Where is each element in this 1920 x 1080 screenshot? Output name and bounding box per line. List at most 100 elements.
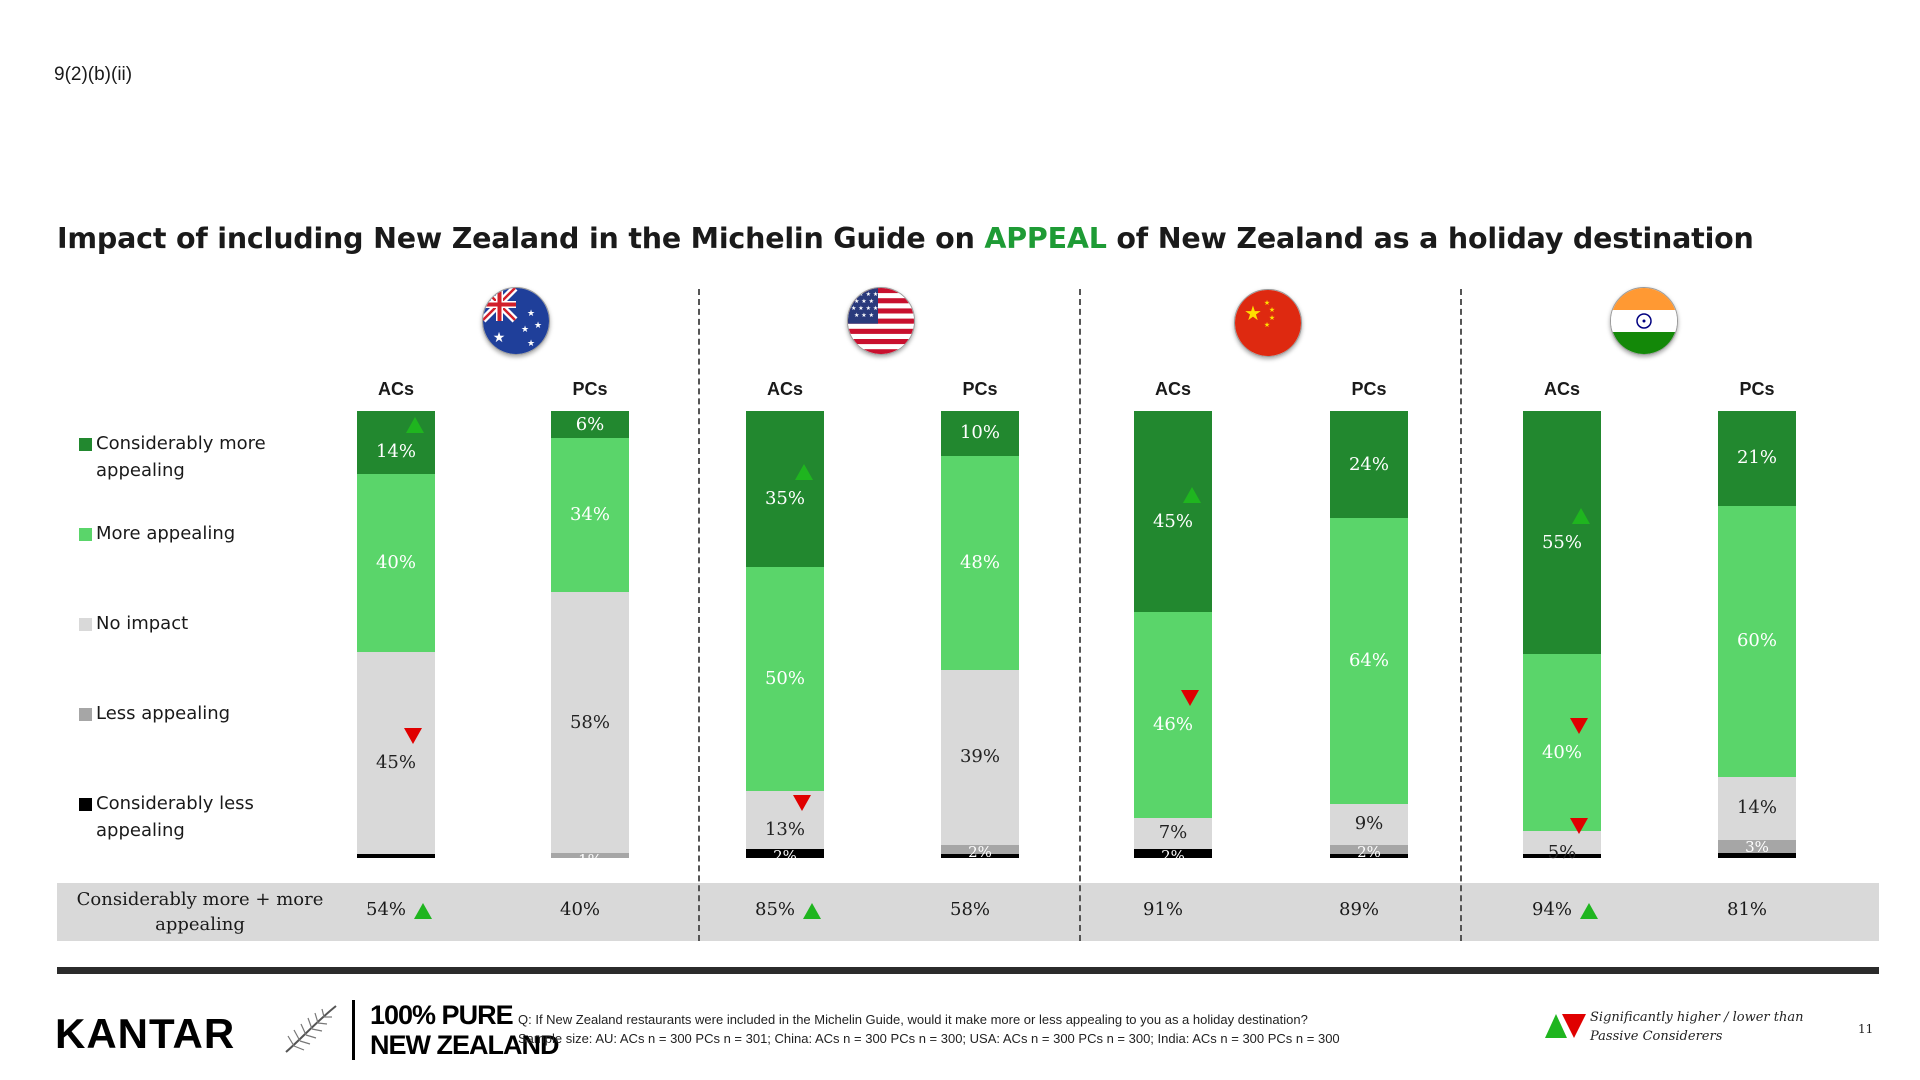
bar-label-usa-acs: ACs bbox=[766, 379, 803, 399]
bar-segment-china-acs-no-impact bbox=[1134, 817, 1212, 850]
svg-text:★: ★ bbox=[1264, 321, 1270, 329]
title-part-1: Impact of including New Zealand in the M… bbox=[57, 222, 985, 255]
legend-label-line: appealing bbox=[96, 460, 185, 481]
bar-segment-australia-pcs-more bbox=[551, 438, 629, 592]
bar-segment-usa-acs-no-impact bbox=[746, 790, 824, 850]
bar-label-australia-pcs: PCs bbox=[572, 379, 608, 399]
data-label-australia-pcs-more: 34% bbox=[569, 503, 610, 525]
sig-down-arrow-icon bbox=[793, 795, 811, 811]
svg-text:★: ★ bbox=[527, 339, 535, 349]
pure-nz-line-2: NEW ZEALAND bbox=[370, 1030, 559, 1060]
sig-down-arrow-icon bbox=[404, 727, 422, 744]
bar-segment-china-pcs-more bbox=[1330, 518, 1408, 805]
data-label-india-pcs-no-impact: 14% bbox=[1736, 797, 1777, 819]
legend-label-line: Considerably less bbox=[96, 793, 254, 814]
title-part-2: of New Zealand as a holiday destination bbox=[1106, 222, 1754, 255]
sig-up-arrow-icon bbox=[406, 417, 424, 434]
footer-rule bbox=[57, 967, 1879, 974]
data-label-india-acs-more: 40% bbox=[1541, 741, 1582, 763]
svg-text:★ ★ ★: ★ ★ ★ bbox=[854, 312, 874, 319]
bar-label-india-acs: ACs bbox=[1543, 379, 1580, 399]
summary-total-usa-pcs: 58% bbox=[950, 899, 991, 920]
sig-up-arrow-icon bbox=[1183, 486, 1201, 503]
summary-total-australia-acs: 54% bbox=[366, 899, 407, 920]
data-label-australia-acs-considerably-more: 14% bbox=[375, 441, 416, 463]
significance-note-line-2: Passive Considerers bbox=[1590, 1029, 1723, 1044]
legend-label-line: Less appealing bbox=[96, 703, 231, 724]
sig-down-arrow-icon bbox=[1570, 717, 1588, 734]
svg-text:★: ★ bbox=[1264, 299, 1270, 307]
summary-total-india-acs: 94% bbox=[1532, 899, 1573, 920]
data-label-usa-pcs-considerably-more: 10% bbox=[959, 422, 1000, 444]
bar-label-india-pcs: PCs bbox=[1739, 379, 1775, 399]
bar-segment-india-acs-considerably-less bbox=[1523, 853, 1601, 858]
country-divider bbox=[698, 289, 700, 941]
data-label-china-pcs-more: 64% bbox=[1348, 650, 1389, 672]
summary-row-label: Considerably more + more appealing bbox=[76, 889, 324, 935]
document-reference: 9(2)(b)(ii) bbox=[54, 64, 133, 85]
sig-up-arrow-icon bbox=[1572, 507, 1590, 524]
bar-segment-india-pcs-considerably-more bbox=[1718, 411, 1796, 506]
data-label-usa-acs-considerably-more: 35% bbox=[764, 488, 805, 510]
data-label-india-pcs-more: 60% bbox=[1736, 630, 1777, 652]
data-label-australia-acs-no-impact: 45% bbox=[375, 751, 416, 773]
legend-label-line: No impact bbox=[96, 613, 189, 634]
data-label-china-pcs-less: 2% bbox=[1357, 842, 1381, 861]
significance-note: Significantly higher / lower than Passiv… bbox=[1590, 1008, 1804, 1046]
logo-separator bbox=[352, 1000, 355, 1060]
summary-total-india-pcs: 81% bbox=[1727, 899, 1768, 920]
bar-segment-india-pcs-less bbox=[1718, 839, 1796, 854]
bar-segment-china-pcs-less bbox=[1330, 844, 1408, 854]
data-label-usa-acs-considerably-less: 2% bbox=[773, 847, 797, 866]
bar-segment-australia-pcs-no-impact bbox=[551, 591, 629, 854]
svg-text:★: ★ bbox=[1269, 314, 1275, 322]
bar-segment-india-pcs-no-impact bbox=[1718, 776, 1796, 840]
data-label-china-acs-considerably-less: 2% bbox=[1161, 847, 1185, 866]
sig-down-arrow-icon bbox=[1570, 817, 1588, 834]
summary-sig-up-arrow-icon bbox=[1580, 903, 1598, 919]
data-label-usa-acs-more: 50% bbox=[764, 668, 805, 690]
data-label-usa-pcs-no-impact: 39% bbox=[959, 746, 1000, 768]
legend-label: No impact bbox=[96, 610, 188, 637]
bar-segment-india-acs-no-impact bbox=[1523, 831, 1601, 854]
bar-segment-china-pcs-no-impact bbox=[1330, 804, 1408, 845]
data-label-australia-pcs-less: 1% bbox=[578, 851, 602, 870]
bar-segment-usa-acs-considerably-less bbox=[746, 849, 824, 858]
page-number: 11 bbox=[1858, 1022, 1874, 1036]
data-label-usa-acs-no-impact: 13% bbox=[764, 819, 805, 840]
svg-text:★: ★ bbox=[534, 321, 542, 331]
summary-sig-up-arrow-icon bbox=[803, 903, 821, 919]
country-divider bbox=[1079, 289, 1081, 941]
svg-text:★ ★ ★ ★: ★ ★ ★ ★ bbox=[851, 291, 878, 298]
india-flag bbox=[1610, 287, 1678, 355]
legend-label: Considerably more appealing bbox=[96, 430, 266, 484]
bar-label-china-pcs: PCs bbox=[1351, 379, 1387, 399]
data-label-china-acs-more: 46% bbox=[1152, 713, 1193, 735]
summary-total-china-pcs: 89% bbox=[1339, 899, 1380, 920]
sig-up-arrow-icon bbox=[795, 464, 813, 481]
question-text: Q: If New Zealand restaurants were inclu… bbox=[518, 1012, 1308, 1027]
bar-segment-china-pcs-considerably-less bbox=[1330, 853, 1408, 858]
data-label-australia-acs-more: 40% bbox=[375, 551, 416, 573]
bar-segment-usa-pcs-less bbox=[941, 844, 1019, 854]
bar-segment-india-acs-more bbox=[1523, 654, 1601, 832]
bar-segment-china-pcs-considerably-more bbox=[1330, 411, 1408, 519]
kantar-logo: KANTAR bbox=[55, 1010, 236, 1057]
legend-swatch bbox=[79, 438, 92, 451]
svg-text:★: ★ bbox=[1269, 306, 1275, 314]
data-label-usa-pcs-more: 48% bbox=[959, 551, 1000, 573]
bar-segment-usa-pcs-no-impact bbox=[941, 670, 1019, 845]
question-note: Q: If New Zealand restaurants were inclu… bbox=[518, 1010, 1340, 1048]
legend-label: More appealing bbox=[96, 520, 235, 547]
bar-segment-australia-pcs-considerably-more bbox=[551, 411, 629, 439]
bar-segment-china-acs-considerably-more bbox=[1134, 411, 1212, 613]
legend-label-line: Considerably more bbox=[96, 433, 266, 454]
data-label-australia-pcs-considerably-more: 6% bbox=[575, 413, 605, 435]
sample-size-text: Sample size: AU: ACs n = 300 PCs n = 301… bbox=[518, 1031, 1340, 1046]
legend-label: Considerably less appealing bbox=[96, 790, 254, 844]
data-label-china-acs-no-impact: 7% bbox=[1158, 822, 1188, 844]
bar-segment-usa-acs-considerably-more bbox=[746, 411, 824, 568]
bar-segment-usa-pcs-considerably-more bbox=[941, 411, 1019, 456]
data-label-china-pcs-considerably-more: 24% bbox=[1348, 453, 1389, 475]
sig-down-arrow-icon bbox=[1181, 689, 1199, 706]
